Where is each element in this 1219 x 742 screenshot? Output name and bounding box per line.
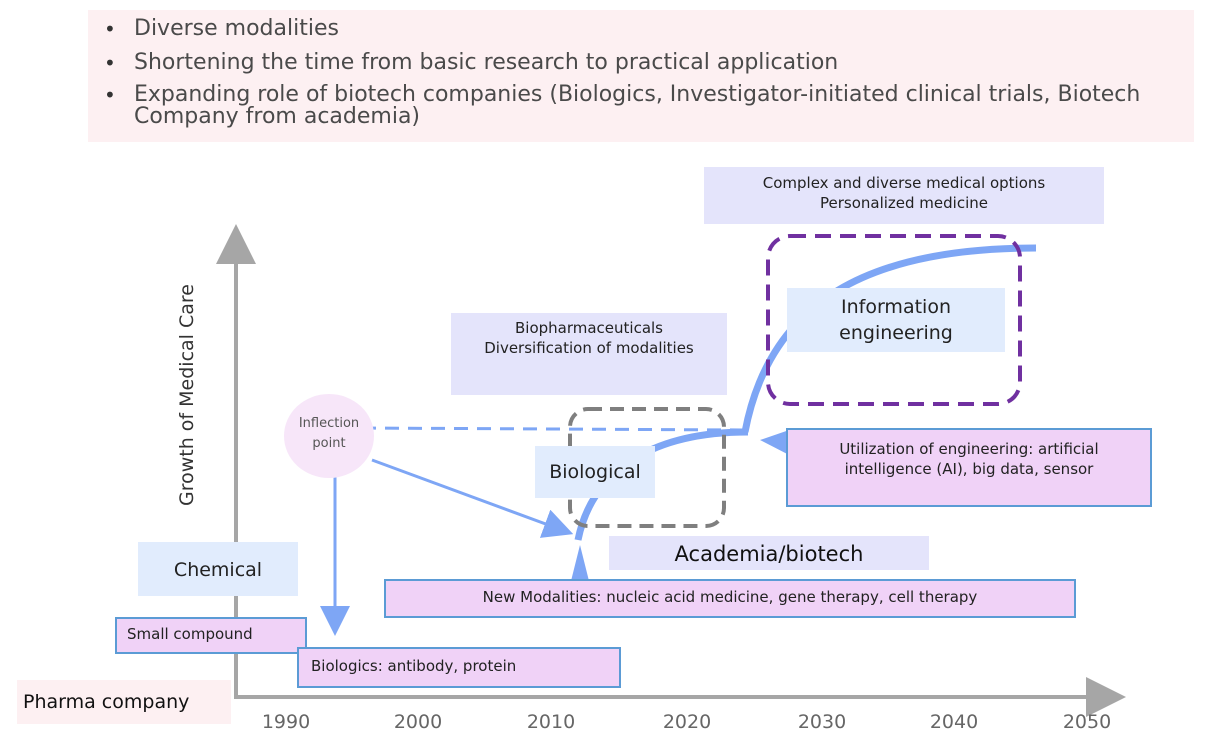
y-axis-label: Growth of Medical Care [176,284,198,506]
x-tick: 2010 [527,711,575,733]
inflection-label: Inflection point [298,416,360,451]
x-tick: 2050 [1063,711,1111,733]
new-modalities-callout: New Modalities: nucleic acid medicine, g… [384,579,1076,618]
information-dashed-box [766,234,1022,406]
pointer-new-modalities [570,545,590,585]
x-tick: 1990 [262,711,310,733]
pharma-company-label: Pharma company [17,680,231,724]
personalized-medicine-text: Personalized medicine [819,194,988,212]
small-compound-callout: Small compound [115,617,307,654]
bullet-item: Shortening the time from basic research … [100,50,1174,76]
x-tick: 2040 [930,711,978,733]
arrow-to-biological [371,458,574,538]
chemical-label: Chemical [138,542,298,596]
complex-options-label: Complex and diverse medical options Pers… [704,167,1104,224]
x-tick: 2000 [394,711,442,733]
bullet-item: Diverse modalities [100,16,1174,42]
bullet-item: Expanding role of biotech companies (Bio… [100,84,1174,128]
information-engineering-label: Information engineering [787,288,1005,352]
engineering-callout: Utilization of engineering: artificial i… [786,428,1152,507]
biopharmaceuticals-label: Biopharmaceuticals Diversification of mo… [451,313,727,395]
key-points-panel: Diverse modalities Shortening the time f… [88,10,1194,142]
complex-options-text: Complex and diverse medical options [762,174,1046,192]
x-tick: 2030 [798,711,846,733]
x-tick: 2020 [663,711,711,733]
inflection-circle [284,394,374,478]
biological-label: Biological [535,446,655,498]
inflection-dashed-line [361,426,743,432]
academia-biotech-label: Academia/biotech [609,536,929,570]
biologics-callout: Biologics: antibody, protein [297,647,621,688]
